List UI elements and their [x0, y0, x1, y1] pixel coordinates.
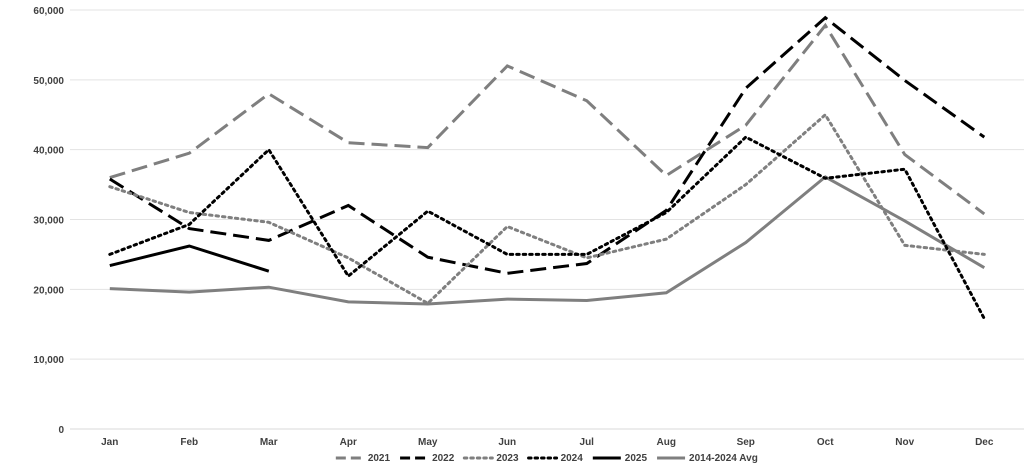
x-tick-label: Dec: [975, 437, 994, 448]
legend-label: 2024: [561, 453, 584, 464]
series-line-2023: [110, 115, 985, 303]
x-tick-label: Aug: [657, 437, 676, 448]
series-line-2021: [110, 25, 985, 214]
y-tick-label: 30,000: [33, 216, 64, 227]
x-tick-label: Oct: [817, 437, 834, 448]
x-tick-label: Nov: [895, 437, 914, 448]
legend-label: 2014-2024 Avg: [689, 453, 758, 464]
legend-label: 2021: [368, 453, 391, 464]
series-line-2025: [110, 246, 269, 271]
x-tick-label: Mar: [260, 437, 278, 448]
x-tick-label: Jan: [101, 437, 118, 448]
y-tick-label: 10,000: [33, 355, 64, 366]
x-tick-label: Sep: [737, 437, 755, 448]
legend-label: 2023: [496, 453, 519, 464]
series-line-2014-2024-avg: [110, 177, 985, 304]
x-tick-label: Jul: [580, 437, 595, 448]
y-tick-label: 60,000: [33, 6, 64, 17]
legend-label: 2025: [625, 453, 648, 464]
y-tick-label: 20,000: [33, 285, 64, 296]
y-tick-label: 50,000: [33, 76, 64, 87]
x-tick-label: May: [418, 437, 438, 448]
series-line-2024: [110, 137, 985, 319]
x-tick-label: Apr: [340, 437, 357, 448]
x-tick-label: Feb: [180, 437, 198, 448]
y-tick-label: 0: [58, 425, 64, 436]
y-tick-label: 40,000: [33, 146, 64, 157]
x-tick-label: Jun: [498, 437, 516, 448]
legend: 2021 2022 2023 2024 2025 2014-2024 Avg: [336, 453, 758, 464]
legend-label: 2022: [432, 453, 455, 464]
series-lines: [110, 18, 985, 319]
series-line-2022: [110, 18, 985, 274]
